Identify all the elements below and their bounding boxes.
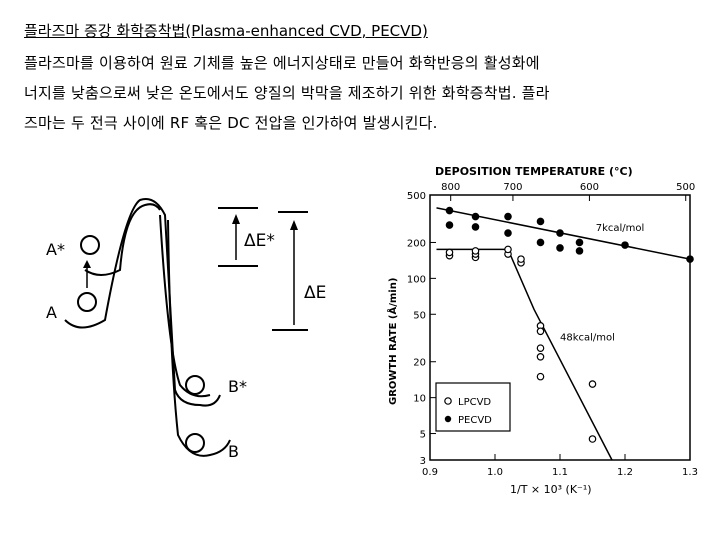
y-tick-label: 200 xyxy=(407,238,426,249)
y-tick-label: 5 xyxy=(420,430,426,441)
top-tick-label: 600 xyxy=(580,182,599,193)
body-line-2: 너지를 낮춤으로써 낮은 온도에서도 양질의 박막을 제조하기 위한 화학증착법… xyxy=(24,84,550,102)
data-point-pecvd xyxy=(556,229,564,237)
data-point-lpcvd xyxy=(471,247,480,255)
top-tick-label: 500 xyxy=(676,182,695,193)
growth-rate-chart: DEPOSITION TEMPERATURE (°C) 800 700 600 500… xyxy=(386,165,698,496)
x-tick-label: 1.0 xyxy=(487,467,503,478)
energy-curve-a xyxy=(64,198,221,407)
data-point-pecvd xyxy=(575,247,584,255)
legend-pecvd-marker xyxy=(444,415,452,423)
x-tick-label: 1.2 xyxy=(617,467,633,478)
data-point-pecvd xyxy=(536,217,545,226)
data-point-lpcvd xyxy=(536,327,545,336)
data-point-lpcvd xyxy=(536,352,545,361)
annotation-48kcal: 48kcal/mol xyxy=(560,333,615,344)
label-b: B xyxy=(228,442,239,461)
data-point-pecvd xyxy=(621,241,629,249)
energy-curve-b xyxy=(167,219,231,457)
data-point-pecvd xyxy=(575,238,584,247)
data-point-pecvd xyxy=(536,238,545,247)
data-point-pecvd xyxy=(556,244,564,252)
energy-curve-a-star xyxy=(84,203,161,276)
molecule-b-star xyxy=(185,375,205,395)
data-point-lpcvd xyxy=(445,248,454,257)
y-axis-label: GROWTH RATE (Å/min) xyxy=(386,278,399,405)
annotation-7kcal: 7kcal/mol xyxy=(596,223,645,234)
data-point-pecvd xyxy=(504,229,512,237)
data-point-lpcvd xyxy=(588,380,597,388)
delta-e-arrow-head xyxy=(290,220,298,230)
molecule-a xyxy=(77,292,97,312)
excitation-arrow-head xyxy=(83,260,91,268)
body-line-1: 플라즈마를 이용하여 원료 기체를 높은 에너지상태로 만들어 화학반응의 활성… xyxy=(24,54,540,72)
y-tick-label: 10 xyxy=(413,394,426,405)
label-a: A xyxy=(46,303,57,322)
delta-e-label: ΔE xyxy=(304,283,326,303)
y-tick-label: 500 xyxy=(407,191,426,202)
data-point-pecvd xyxy=(471,223,480,231)
x-axis-label: 1/T × 10³ (K⁻¹) xyxy=(510,483,592,496)
data-point-pecvd xyxy=(445,206,454,215)
delta-e-star-label: ΔE* xyxy=(244,231,275,251)
data-point-lpcvd xyxy=(536,372,545,381)
top-tick-label: 700 xyxy=(503,182,522,193)
body-line-3: 즈마는 두 전극 사이에 RF 혹은 DC 전압을 인가하여 발생시킨다. xyxy=(24,114,438,132)
legend-lpcvd-marker xyxy=(444,397,452,405)
top-tick-label: 800 xyxy=(441,182,460,193)
slide-title: 플라즈마 증강 화학증착법(Plasma-enhanced CVD, PECVD… xyxy=(24,22,428,40)
label-a-star: A* xyxy=(46,240,65,259)
data-point-lpcvd xyxy=(504,245,512,254)
molecule-b xyxy=(185,433,205,453)
delta-e-star-arrow-head xyxy=(232,214,240,224)
y-tick-label: 100 xyxy=(407,274,426,285)
data-point-pecvd xyxy=(686,255,694,263)
data-point-lpcvd xyxy=(536,344,545,352)
energy-diagram: A* A B* B ΔE* ΔE xyxy=(46,198,326,461)
data-point-pecvd xyxy=(445,221,454,229)
label-b-star: B* xyxy=(228,377,247,396)
x-tick-label: 1.3 xyxy=(682,467,698,478)
data-point-pecvd xyxy=(471,212,480,221)
x-tick-label: 1.1 xyxy=(552,467,568,478)
molecule-a-star xyxy=(80,235,100,255)
y-tick-label: 20 xyxy=(413,358,426,369)
energy-curve-b-star xyxy=(159,214,211,398)
data-point-pecvd xyxy=(504,212,512,221)
y-tick-label: 50 xyxy=(413,310,426,321)
y-tick-label: 3 xyxy=(420,456,426,467)
legend-lpcvd-label: LPCVD xyxy=(458,397,491,408)
x-tick-label: 0.9 xyxy=(422,467,438,478)
data-point-lpcvd xyxy=(588,435,597,443)
legend-pecvd-label: PECVD xyxy=(458,415,492,426)
data-point-lpcvd xyxy=(517,255,525,263)
top-axis-title: DEPOSITION TEMPERATURE (°C) xyxy=(435,165,633,178)
legend-box xyxy=(435,382,511,432)
